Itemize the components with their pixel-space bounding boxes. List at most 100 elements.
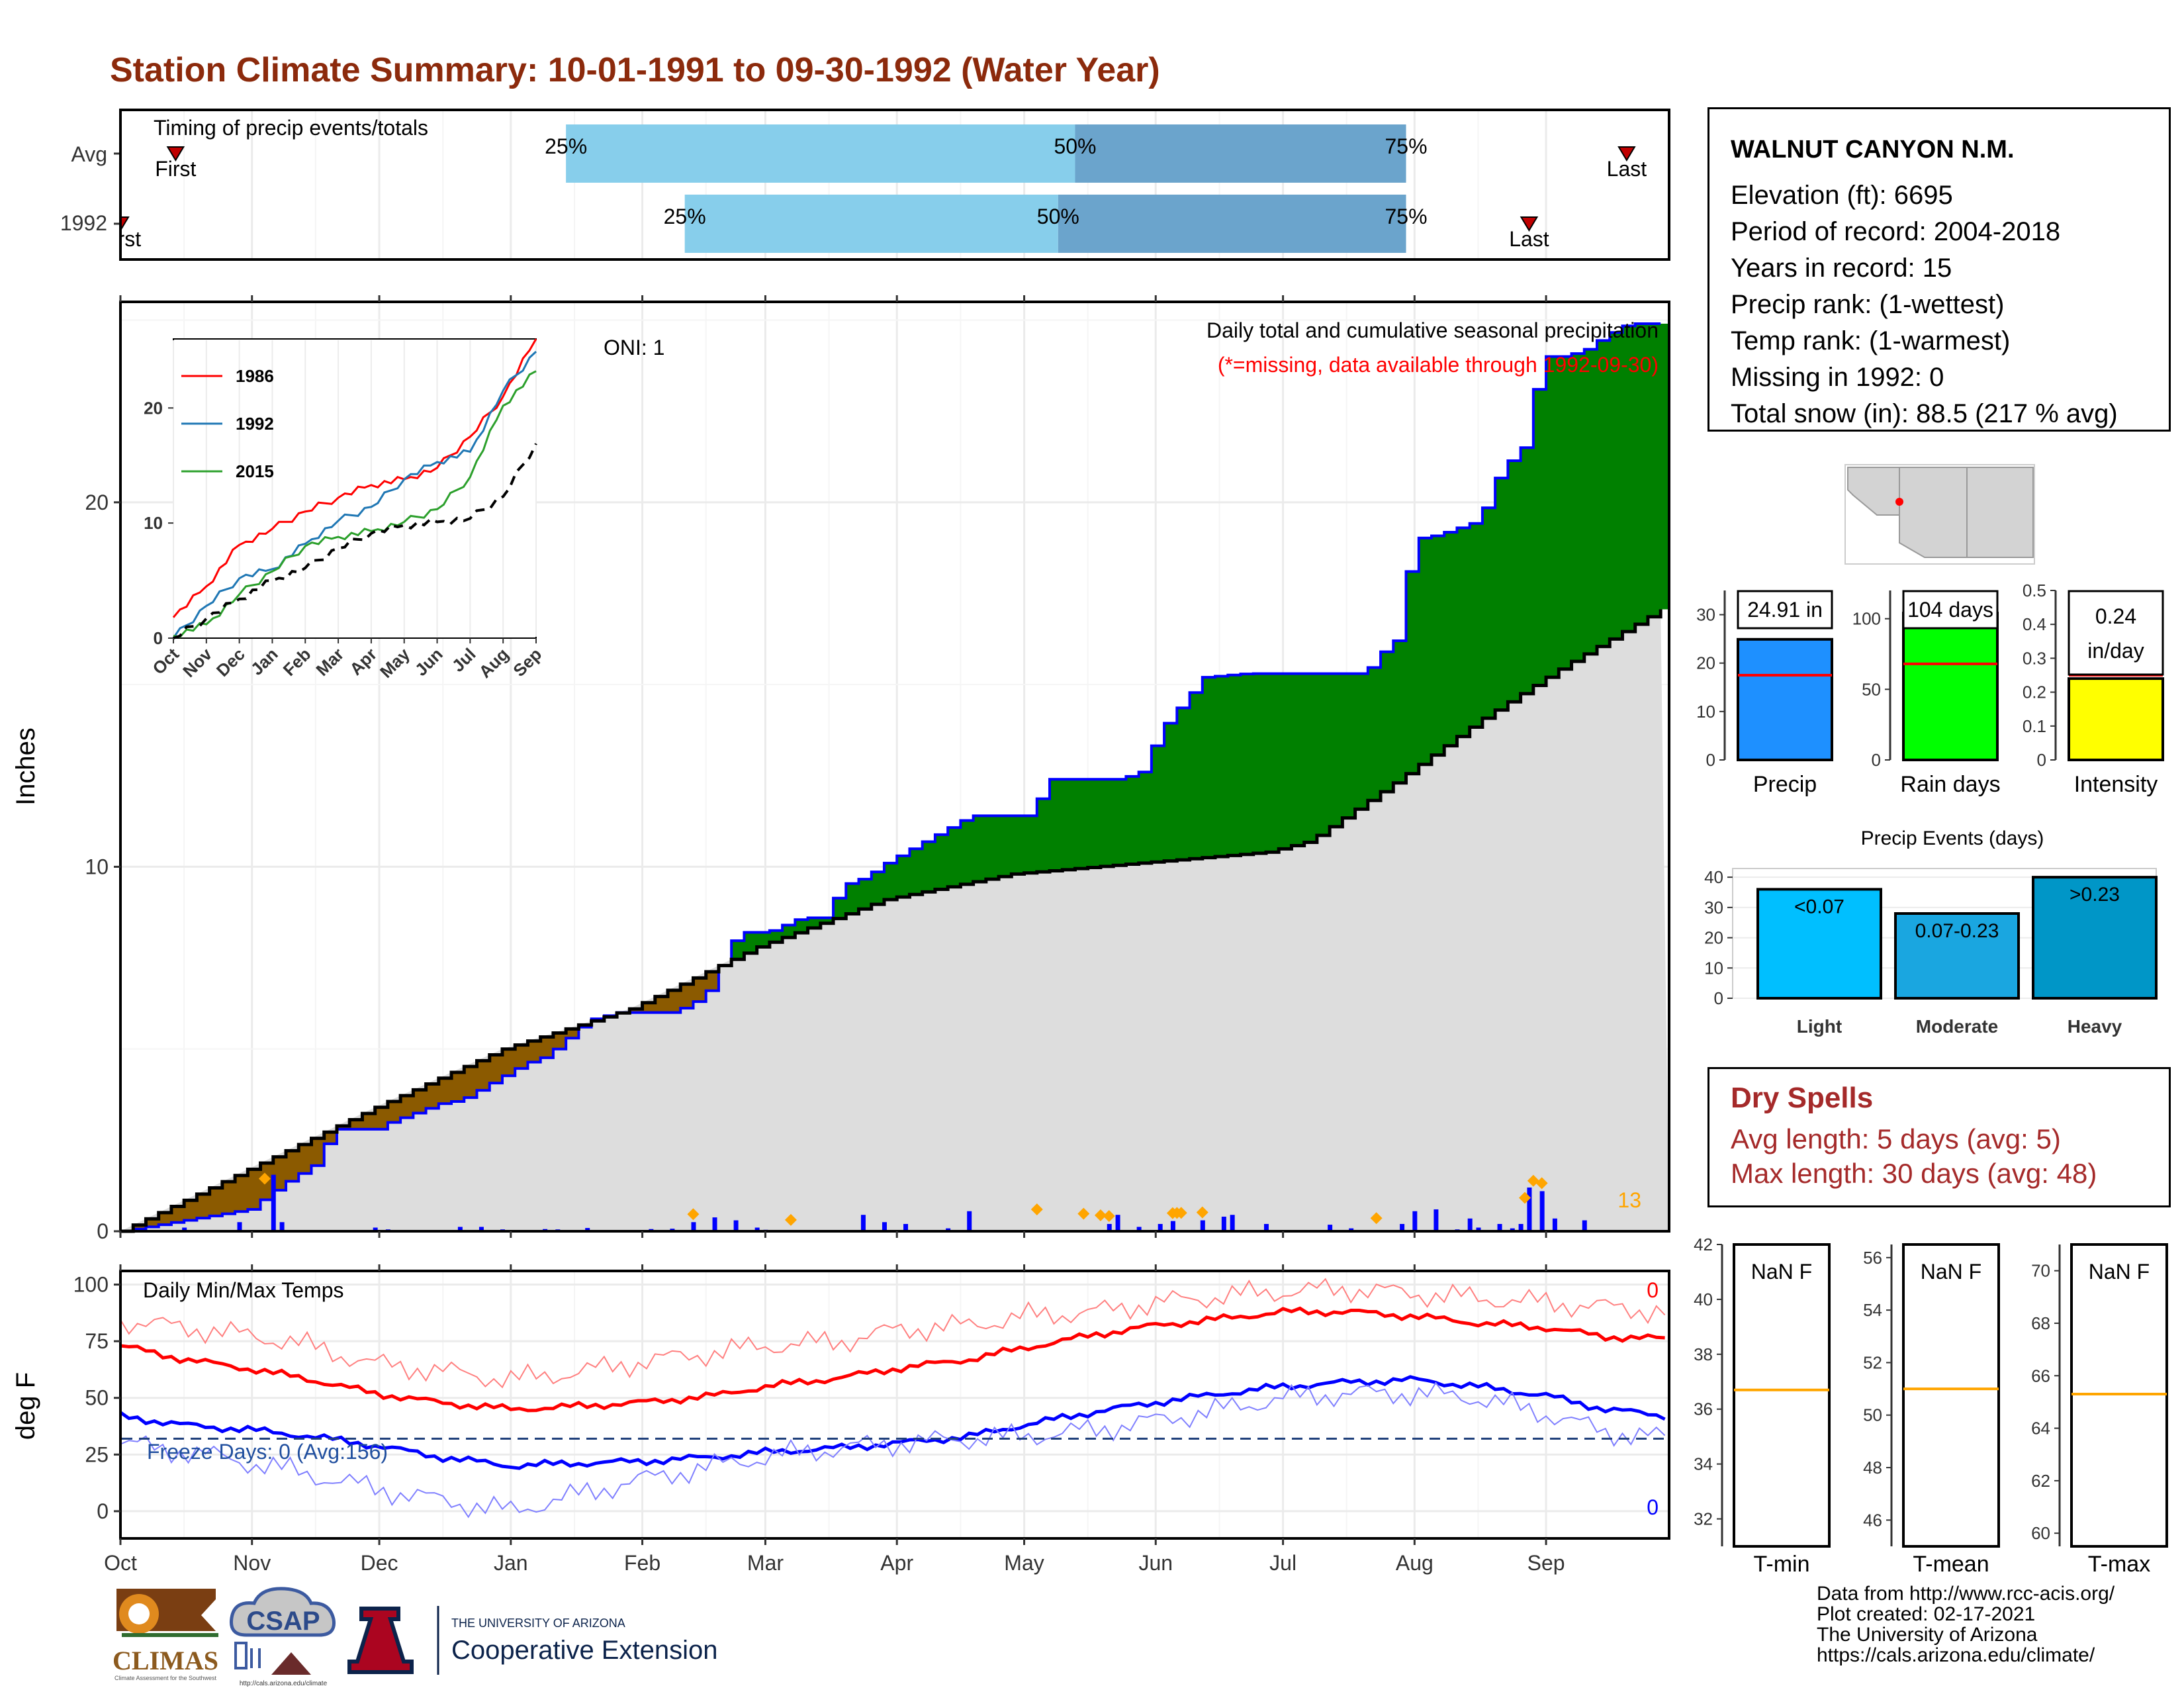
event-bar-label: >0.23 [2070,884,2120,906]
summary-ytick-label: 0.2 [2023,682,2046,702]
temp-ytick-label: 75 [85,1329,109,1353]
timing-bar-50-75 [1075,124,1406,183]
daily-precip-bar [1170,1221,1175,1231]
daily-precip-bar [1349,1228,1354,1231]
timing-q75-label: 75% [1385,205,1427,228]
month-label: Aug [1396,1551,1433,1575]
event-category-label: Moderate [1916,1016,1998,1037]
month-label: Jan [494,1551,528,1575]
daily-precip-bar [733,1220,739,1231]
timing-q50-label: 50% [1037,205,1079,228]
timing-frame [119,109,1670,261]
month-label: Oct [104,1551,137,1575]
temp-summary-value: NaN F [1921,1260,1981,1284]
summary-ytick-label: 0.3 [2023,648,2046,668]
deficit-area [133,965,732,1229]
summary-bar [1737,637,1833,761]
month-label: Jun [1138,1551,1173,1575]
first-event-label: First [155,157,196,181]
inset-ytick-label: 0 [154,628,163,648]
summary-ytick-label: 0 [2037,750,2046,770]
daily-precip-bar [1539,1191,1545,1231]
month-label: May [1004,1551,1044,1575]
daily-precip-bar [1221,1216,1226,1231]
daily-precip-bar [1115,1215,1120,1231]
temp-summary-bars: NaN F 32 34 36 38 40 42 T-min NaN F 46 48 50 52 54 56 T… [1694,1235,2168,1577]
summary-ytick-label: 50 [1862,679,1881,699]
extreme-event-marker [1519,1192,1531,1204]
summary-value-label: 24.91 in [1747,598,1823,622]
summary-bar [1902,612,1999,762]
inset-series-line [172,338,537,618]
temp-summary-ytick-label: 36 [1694,1399,1713,1419]
station-line: Elevation (ft): 6695 [1731,181,1953,210]
credit-line: The University of Arizona [1817,1624,2038,1646]
daily-precip-bar [271,1174,276,1231]
temp-summary-value: NaN F [1751,1260,1812,1284]
daily-precip-bar [1200,1220,1205,1231]
summary-ytick-label: 0.4 [2023,614,2046,634]
extreme-event-marker [1094,1209,1107,1221]
surplus-area [120,324,1669,1232]
month-label: Mar [747,1551,784,1575]
inset-ytick-label: 20 [144,398,163,418]
daily-precip-bar [1412,1211,1418,1231]
daily-precip-bar [1497,1223,1502,1231]
summary-ytick-label: 30 [1696,605,1715,625]
inset-legend-label: 1992 [236,414,274,434]
temp-summary-ytick-label: 70 [2031,1261,2050,1281]
daily-precip-bar [903,1223,909,1231]
average-cumulative-line [120,609,1662,1233]
precip-ylabel: Inches [11,727,40,806]
daily-precip-bar [1467,1218,1473,1231]
temp-summary-ytick-label: 60 [2031,1523,2050,1543]
summary-ytick-label: 20 [1696,653,1715,673]
temp-summary-ytick-label: 54 [1863,1300,1882,1320]
daily-precip-bar [967,1211,972,1231]
extreme-event-marker [1030,1203,1043,1216]
timing-bar-25-50 [684,195,1058,253]
timing-panel-label: Timing of precip events/totals [154,116,428,140]
dry-spells-max: Max length: 30 days (avg: 48) [1731,1158,2097,1189]
event-bar [1756,888,1882,1000]
daily-precip-bar [182,1227,187,1231]
summary-value-box [2068,590,2164,676]
precip-ytick-label: 0 [97,1219,109,1243]
summary-ytick-label: 0 [1872,750,1881,770]
daily-precip-bar [712,1217,717,1231]
temp-summary-ytick-label: 52 [1863,1352,1882,1372]
temp-summary-ytick-label: 34 [1694,1454,1713,1474]
oni-label: ONI: 1 [604,336,664,359]
temp-summary-ytick-label: 50 [1863,1405,1882,1425]
last-event-marker [1617,146,1636,162]
max-count: 0 [1647,1278,1659,1302]
events-ytick-label: 20 [1704,928,1723,948]
ua-top-text: THE UNIVERSITY OF ARIZONA [451,1617,625,1630]
daily-precip-bar [478,1227,484,1231]
station-name: WALNUT CANYON N.M. [1731,136,2015,164]
station-line: Total snow (in): 88.5 (217 % avg) [1731,399,2118,428]
station-info-box: WALNUT CANYON N.M. Elevation (ft): 6695 … [1707,107,2171,432]
daily-precip-bar [1400,1223,1405,1231]
last-event-label: Last [1509,227,1549,251]
events-ytick-label: 0 [1714,988,1723,1008]
precip-event-bars: Precip Events (days) 0 10 20 30 40 <0.07 Light… [1704,827,2158,1037]
temp-summary-ytick-label: 38 [1694,1344,1713,1364]
min-count: 0 [1647,1495,1659,1519]
timing-row-label-avg: Avg [71,142,107,166]
timing-bar-50-75 [1058,195,1406,253]
ua-main-text: Cooperative Extension [451,1636,717,1665]
daily-precip-bar [279,1222,285,1231]
timing-left-mask [0,106,119,265]
station-marker [1895,498,1903,506]
daily-precip-bar [754,1227,760,1231]
event-category-label: Light [1797,1016,1842,1037]
timing-q25-label: 25% [664,205,706,228]
event-bar-label: 0.07-0.23 [1915,920,1999,942]
daily-precip-bar [1263,1223,1269,1231]
month-label: Jul [1269,1551,1297,1575]
first-event-marker [166,146,185,162]
temp-summary-category: T-min [1754,1552,1810,1577]
month-label: Sep [1527,1551,1565,1575]
